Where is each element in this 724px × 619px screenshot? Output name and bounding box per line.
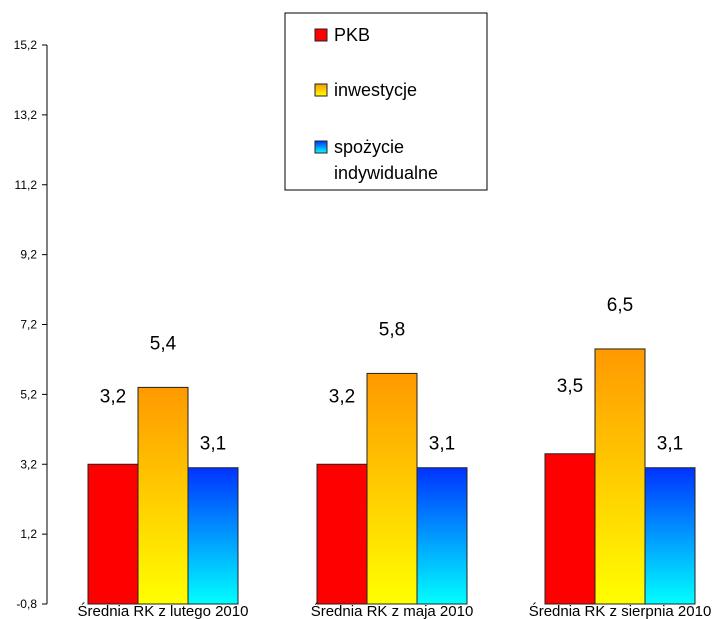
y-tick-label: 5,2 <box>20 387 37 401</box>
y-tick-label: 9,2 <box>20 248 37 262</box>
bar-1-2 <box>594 348 646 605</box>
data-label: 3,1 <box>657 434 683 455</box>
legend-swatch-0 <box>314 28 328 42</box>
legend-label: indywidualne <box>334 163 438 183</box>
data-label: 3,2 <box>329 386 355 407</box>
y-tick-label: 1,2 <box>20 527 37 541</box>
bar-0-2 <box>544 453 596 605</box>
data-label: 6,5 <box>607 295 633 316</box>
legend-label: spożycie <box>334 137 404 157</box>
y-tick-label: 7,2 <box>20 318 37 332</box>
legend-swatch-1 <box>314 83 328 97</box>
y-axis-ticks: -0,8 1,2 3,2 5,2 7,2 9,2 11,2 13,2 15,2 <box>14 38 47 611</box>
bar-2-2 <box>644 467 696 605</box>
category-label: Średnia RK z maja 2010 <box>311 602 474 619</box>
bar-0-1 <box>316 463 368 605</box>
y-tick-label: 13,2 <box>14 108 38 122</box>
data-label: 3,1 <box>200 434 226 455</box>
data-labels-group: 3,2 5,4 3,1 3,2 5,8 3,1 3,5 6,5 3,1 <box>100 295 683 455</box>
bars-group <box>87 348 696 605</box>
y-tick-label: 11,2 <box>15 178 38 192</box>
y-tick-label: -0,8 <box>16 597 37 611</box>
bar-1-1 <box>366 372 418 605</box>
category-label: Średnia RK z sierpnia 2010 <box>529 602 712 619</box>
legend-box <box>284 12 488 191</box>
category-label: Średnia RK z lutego 2010 <box>78 602 249 619</box>
bar-2-0 <box>187 467 239 605</box>
legend-label: inwestycje <box>334 80 417 100</box>
legend: PKB inwestycje spożycie indywidualne <box>284 12 488 191</box>
legend-swatch-2 <box>314 140 328 154</box>
data-label: 3,2 <box>100 386 126 407</box>
data-label: 5,4 <box>150 333 177 354</box>
data-label: 3,5 <box>557 376 583 397</box>
y-tick-label: 3,2 <box>20 457 37 471</box>
data-label: 3,1 <box>429 434 455 455</box>
bar-1-0 <box>137 386 189 605</box>
bar-2-1 <box>416 467 468 605</box>
bar-0-0 <box>87 463 139 605</box>
data-label: 5,8 <box>379 319 405 340</box>
y-tick-label: 15,2 <box>14 38 38 52</box>
legend-label: PKB <box>334 25 370 45</box>
category-labels-group: Średnia RK z lutego 2010 Średnia RK z maj… <box>78 602 712 619</box>
